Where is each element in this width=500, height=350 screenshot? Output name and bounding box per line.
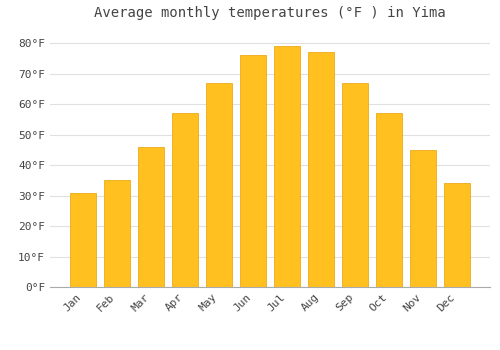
Bar: [410, 150, 436, 287]
Bar: [376, 113, 402, 287]
Bar: [342, 83, 368, 287]
Bar: [308, 52, 334, 287]
Bar: [104, 180, 130, 287]
Bar: [70, 193, 96, 287]
Bar: [444, 183, 470, 287]
Bar: [240, 55, 266, 287]
Bar: [172, 113, 198, 287]
Bar: [274, 46, 300, 287]
Bar: [138, 147, 164, 287]
Bar: [206, 83, 232, 287]
Title: Average monthly temperatures (°F ) in Yima: Average monthly temperatures (°F ) in Yi…: [94, 6, 446, 20]
